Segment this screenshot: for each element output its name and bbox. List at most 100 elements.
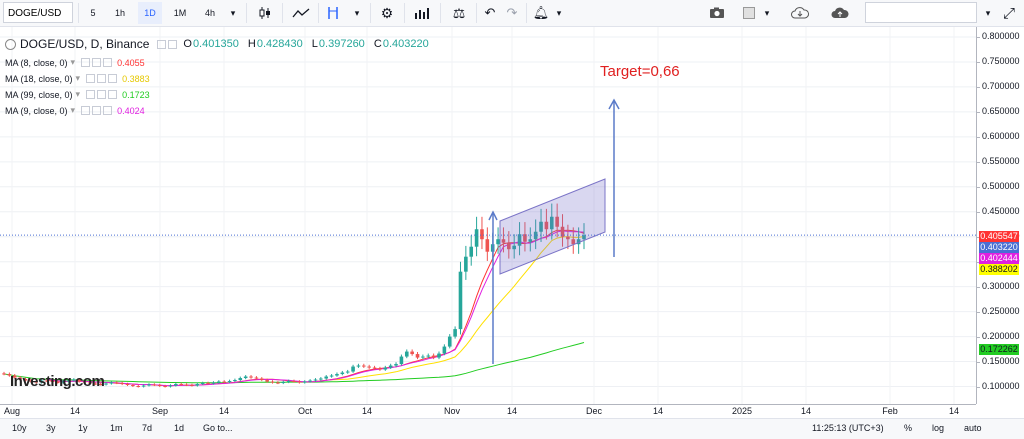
interval-dropdown-icon[interactable]: ▾ — [230, 7, 236, 18]
ma-legend-row: MA (9, close, 0) ▾ 0.4024 — [5, 105, 145, 116]
legend-settings-icon[interactable] — [168, 39, 178, 49]
interval-5[interactable]: 5 — [90, 8, 96, 18]
y-tick-label: 0.800000 — [982, 30, 1020, 41]
candle-body — [23, 379, 28, 381]
compare-scale-icon[interactable]: ⚖ — [452, 4, 466, 21]
ma-dropdown-icon[interactable]: ▾ — [70, 105, 76, 115]
target-annotation[interactable]: Target=0,66 — [600, 63, 680, 80]
candle-body — [523, 234, 527, 242]
ma-settings-icon[interactable] — [97, 90, 107, 99]
candle-body — [286, 381, 291, 383]
cloud-download-icon[interactable] — [786, 2, 814, 24]
settings-gear-icon[interactable]: ⚙ — [380, 4, 394, 21]
interval-1d[interactable]: 1D — [138, 2, 162, 24]
close-value: 0.403220 — [382, 38, 429, 50]
drawing-tools-icon[interactable] — [322, 2, 344, 24]
candle-body — [458, 271, 463, 330]
range-1d[interactable]: 1d — [174, 423, 185, 433]
candle-body — [324, 376, 329, 379]
search-dropdown-icon[interactable]: ▾ — [985, 7, 991, 18]
candles-icon[interactable] — [254, 2, 276, 24]
close-label: C — [373, 38, 382, 50]
y-tick-label: 0.700000 — [982, 80, 1020, 91]
high-label: H — [247, 38, 256, 50]
candle-body — [362, 365, 366, 367]
screenshot-camera-icon[interactable] — [704, 2, 730, 24]
toolbar-divider — [318, 3, 319, 23]
toolbar-divider — [282, 3, 283, 23]
target-arrow-head — [608, 98, 620, 110]
color-dropdown-icon[interactable]: ▾ — [764, 7, 770, 18]
x-tick-label: 14 — [361, 406, 373, 416]
candle-body — [378, 368, 382, 370]
candle-body — [388, 365, 393, 368]
drawing-dropdown-icon[interactable]: ▾ — [354, 7, 360, 18]
auto-scale-toggle[interactable]: auto — [964, 423, 982, 433]
range-3y[interactable]: 3y — [46, 423, 56, 433]
ma-remove-icon[interactable] — [108, 74, 118, 83]
undo-icon[interactable]: ↶ — [484, 5, 496, 20]
ma-legend-row: MA (8, close, 0) ▾ 0.4055 — [5, 57, 145, 68]
log-scale-toggle[interactable]: log — [932, 423, 945, 433]
candle-body — [265, 380, 269, 382]
color-swatch-icon[interactable] — [740, 2, 758, 24]
range-1m[interactable]: 1m — [110, 423, 123, 433]
candle-body — [340, 372, 345, 375]
ma-dropdown-icon[interactable]: ▾ — [75, 73, 81, 83]
ma-settings-icon[interactable] — [97, 74, 107, 83]
ma-settings-icon[interactable] — [92, 106, 102, 115]
indicators-icon[interactable] — [288, 2, 314, 24]
fullscreen-icon[interactable]: ⤢ — [1002, 4, 1015, 22]
ma-settings-icon[interactable] — [92, 58, 102, 67]
symbol-input[interactable]: DOGE/USD — [3, 2, 73, 23]
range-1y[interactable]: 1y — [78, 423, 88, 433]
candle-body — [399, 356, 404, 365]
cloud-upload-icon[interactable] — [826, 2, 854, 24]
price-chart[interactable] — [0, 27, 976, 404]
ma-legend-row: MA (18, close, 0) ▾ 0.3883 — [5, 73, 150, 84]
ma-dropdown-icon[interactable]: ▾ — [70, 57, 76, 67]
y-tick-label: 0.650000 — [982, 105, 1020, 116]
ma-eye-icon[interactable] — [81, 106, 91, 115]
ma-eye-icon[interactable] — [86, 74, 96, 83]
low-value: 0.397260 — [318, 38, 365, 50]
y-tick-mark — [976, 186, 980, 188]
ma-remove-icon[interactable] — [103, 58, 113, 67]
search-input[interactable] — [865, 2, 977, 23]
interval-1m[interactable]: 1M — [173, 8, 187, 18]
candle-body — [329, 375, 334, 377]
ma-remove-icon[interactable] — [103, 106, 113, 115]
collapse-legend-icon[interactable] — [5, 38, 16, 50]
alert-bell-icon[interactable]: 🔔︎ — [532, 5, 550, 20]
alert-dropdown-icon[interactable]: ▾ — [556, 7, 562, 18]
candle-body — [313, 379, 318, 381]
candle-body — [249, 376, 253, 378]
ma-eye-icon[interactable] — [81, 58, 91, 67]
time-axis-border — [0, 404, 976, 405]
y-tick-label: 0.600000 — [982, 130, 1020, 141]
range-7d[interactable]: 7d — [142, 423, 153, 433]
investing-watermark: Investing.com — [10, 373, 105, 390]
candle-body — [61, 381, 65, 383]
toolbar-divider — [78, 3, 79, 23]
go-to-date-button[interactable]: Go to... — [203, 423, 233, 433]
candle-body — [168, 385, 173, 387]
interval-4h[interactable]: 4h — [204, 8, 215, 18]
studies-icon[interactable] — [410, 2, 436, 24]
percent-scale-toggle[interactable]: % — [904, 423, 913, 433]
interval-1h[interactable]: 1h — [114, 8, 125, 18]
candle-body — [195, 384, 200, 386]
legend-eye-icon[interactable] — [157, 39, 167, 49]
y-tick-mark — [976, 261, 980, 263]
ma-dropdown-icon[interactable]: ▾ — [75, 89, 81, 99]
candle-body — [179, 384, 184, 386]
ma-remove-icon[interactable] — [108, 90, 118, 99]
candle-body — [431, 355, 436, 358]
toolbar-divider — [440, 3, 441, 23]
y-tick-mark — [976, 161, 980, 163]
candle-body — [227, 381, 232, 383]
candle-body — [206, 383, 210, 385]
ma-eye-icon[interactable] — [86, 90, 96, 99]
redo-icon[interactable]: ↷ — [506, 5, 518, 20]
range-10y[interactable]: 10y — [12, 423, 27, 433]
